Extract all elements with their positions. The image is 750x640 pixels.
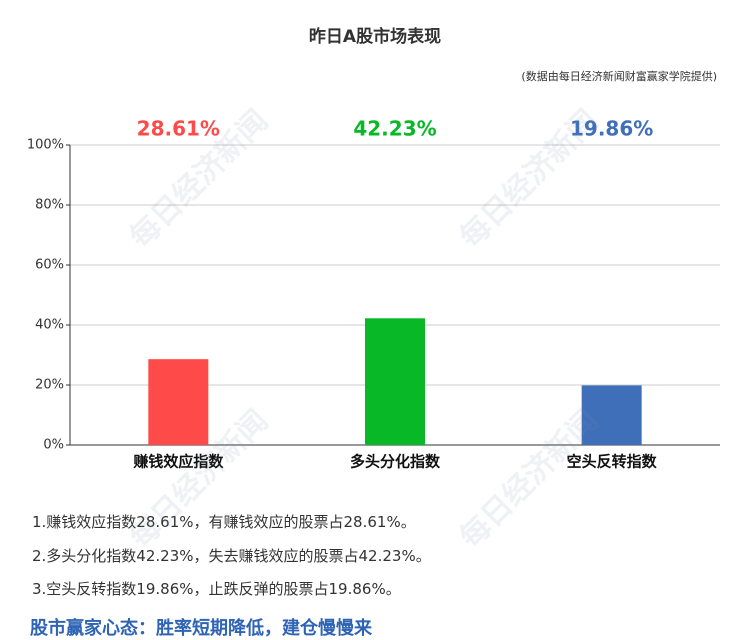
y-tick-label: 100% (27, 138, 64, 153)
y-tick-label: 80% (35, 198, 64, 213)
x-tick-label: 赚钱效应指数 (132, 453, 224, 471)
bar (581, 385, 642, 445)
chart: 昨日A股市场表现 (数据由每日经济新闻财富赢家学院提供) 0% 20% 40% 60%… (27, 26, 720, 471)
chart-title: 昨日A股市场表现 (309, 26, 441, 47)
note: 3.空头反转指数19.86%，止跌反弹的股票占19.86%。 (32, 580, 401, 598)
value-label: 42.23% (353, 117, 436, 141)
bar (365, 318, 425, 445)
y-tick-label: 40% (35, 318, 64, 333)
x-tick-label: 多头分化指数 (350, 453, 441, 471)
value-label: 19.86% (570, 117, 653, 141)
conclusion: 股市赢家心态：胜率短期降低，建仓慢慢来 (30, 618, 372, 639)
y-tick-label: 60% (35, 258, 64, 273)
y-tick-label: 0% (43, 438, 64, 453)
bar (148, 359, 209, 445)
note: 1.赚钱效应指数28.61%，有赚钱效应的股票占28.61%。 (32, 513, 416, 531)
value-label: 28.61% (137, 117, 220, 141)
x-tick-label: 空头反转指数 (567, 453, 658, 471)
note: 2.多头分化指数42.23%，失去赚钱效应的股票占42.23%。 (32, 547, 431, 565)
y-tick-label: 20% (35, 378, 64, 393)
chart-subtitle: (数据由每日经济新闻财富赢家学院提供) (521, 69, 717, 83)
